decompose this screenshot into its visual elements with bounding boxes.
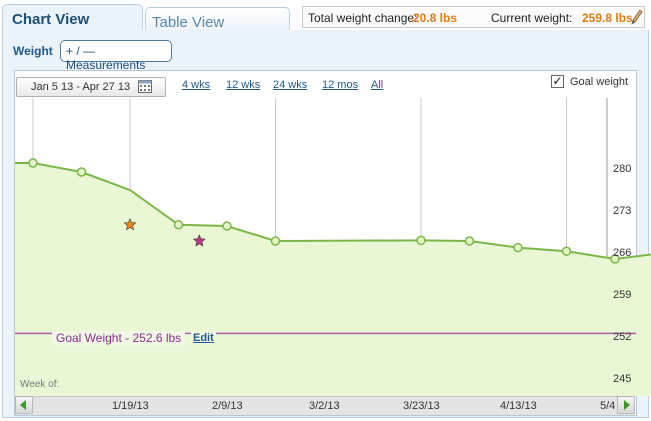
data-point <box>610 254 620 264</box>
range-4wks-link[interactable]: 4 wks <box>182 79 211 91</box>
goal-edit-link[interactable]: Edit <box>191 332 216 344</box>
range-all-link[interactable]: All <box>371 79 384 91</box>
y-tick-label: 266 <box>613 247 632 259</box>
total-change-label: Total weight change: <box>308 11 418 25</box>
data-point <box>561 246 572 256</box>
scroll-right-button[interactable] <box>617 396 635 414</box>
y-tick-label: 280 <box>613 163 632 175</box>
arrow-right-icon <box>624 400 630 410</box>
goal-weight-checkbox[interactable]: ✓ <box>551 74 564 88</box>
data-point <box>513 242 523 253</box>
x-tick-label: 4/13/13 <box>500 400 537 412</box>
x-tick-label: 5/4 <box>600 400 616 412</box>
data-point <box>416 235 426 246</box>
y-tick-label: 259 <box>613 289 632 301</box>
scroll-left-button[interactable] <box>15 396 33 414</box>
weight-summary: Total weight change: -20.8 lbs Current w… <box>302 6 645 28</box>
date-range-picker[interactable]: Jan 5 13 - Apr 27 13 <box>16 77 166 97</box>
weight-line <box>15 162 651 261</box>
y-tick-label: 252 <box>613 331 632 343</box>
weight-points <box>28 158 620 264</box>
current-weight-label: Current weight: <box>491 11 573 25</box>
weight-link[interactable]: Weight <box>13 44 53 58</box>
weight-area-fill <box>15 163 651 396</box>
range-12wks-link[interactable]: 12 wks <box>226 79 261 91</box>
star-marker <box>192 234 206 247</box>
tab-table-view[interactable]: Table View <box>145 7 290 31</box>
tab-chart-view[interactable]: Chart View <box>2 4 143 34</box>
star-marker <box>123 218 137 231</box>
goal-weight-label: Goal Weight - 252.6 lbs <box>52 331 186 345</box>
total-change-value: -20.8 lbs <box>409 11 458 25</box>
data-point <box>222 221 232 231</box>
range-12mos-link[interactable]: 12 mos <box>322 79 359 91</box>
measurements-button[interactable]: + / — Measurements <box>60 40 172 72</box>
data-point <box>270 236 281 246</box>
x-tick-label: 2/9/13 <box>212 400 243 412</box>
pencil-icon[interactable] <box>631 9 643 28</box>
calendar-icon[interactable] <box>138 79 152 98</box>
data-point <box>28 158 38 168</box>
y-tick-label: 245 <box>613 373 632 385</box>
current-weight-value: 259.8 lbs <box>582 11 633 25</box>
data-point <box>76 167 87 177</box>
y-tick-label: 273 <box>613 205 632 217</box>
weight-star-markers <box>123 218 206 247</box>
arrow-left-icon <box>20 400 26 410</box>
x-tick-label: 3/2/13 <box>309 400 340 412</box>
view-tabs: Chart View Table View <box>0 0 651 34</box>
x-tick-label: 1/19/13 <box>112 400 149 412</box>
data-point <box>464 236 475 246</box>
x-axis-label: Week of: <box>20 379 60 390</box>
x-tick-label: 3/23/13 <box>403 400 440 412</box>
data-point <box>173 220 184 230</box>
timeline-scrollbar[interactable] <box>15 396 635 415</box>
range-24wks-link[interactable]: 24 wks <box>273 79 308 91</box>
goal-weight-checkbox-label: Goal weight <box>570 76 629 88</box>
